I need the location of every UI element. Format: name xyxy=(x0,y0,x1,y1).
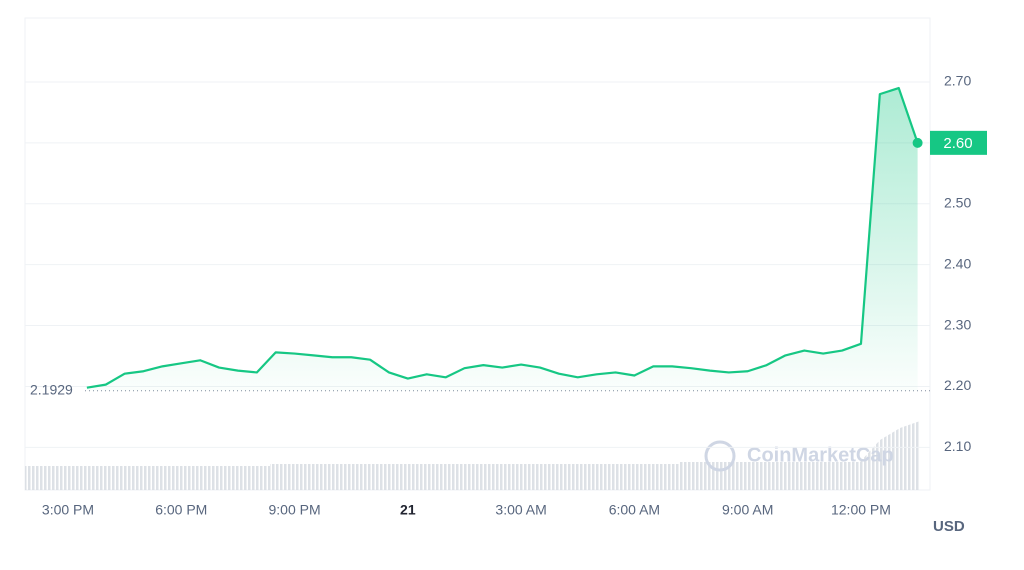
x-tick-label: 9:00 AM xyxy=(722,502,773,518)
plot-frame xyxy=(24,17,931,491)
watermark: CoinMarketCap xyxy=(747,444,894,466)
price-line xyxy=(86,86,919,389)
y-tick-label: 2.70 xyxy=(944,73,971,89)
x-tick-label: 9:00 PM xyxy=(268,502,320,518)
x-tick-label: 6:00 AM xyxy=(609,502,660,518)
y-axis-unit: USD xyxy=(933,518,965,535)
x-tick-label: 3:00 PM xyxy=(42,502,94,518)
price-area xyxy=(86,88,918,391)
x-tick-label: 12:00 PM xyxy=(831,502,891,518)
y-tick-label: 2.20 xyxy=(944,377,971,393)
x-tick-label: 21 xyxy=(400,502,416,518)
price-badge xyxy=(930,130,987,155)
price-badge-label: 2.60 xyxy=(943,135,972,152)
y-tick-label: 2.40 xyxy=(944,255,971,271)
x-tick-label: 6:00 PM xyxy=(155,502,207,518)
y-tick-label: 2.50 xyxy=(944,194,971,210)
reference-label: 2.1929 xyxy=(30,381,73,397)
y-tick-label: 2.10 xyxy=(944,438,971,454)
x-tick-label: 3:00 AM xyxy=(495,502,546,518)
volume-bars xyxy=(25,421,920,490)
y-tick-label: 2.30 xyxy=(944,316,971,332)
watermark-logo xyxy=(704,440,736,472)
last-point xyxy=(912,137,923,148)
